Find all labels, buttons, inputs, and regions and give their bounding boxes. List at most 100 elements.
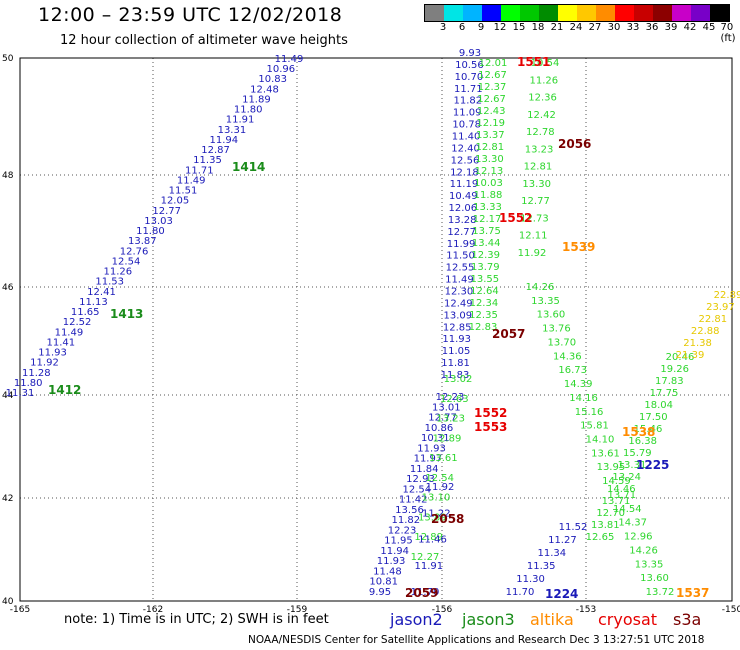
- wave-height-value: 12.77: [447, 227, 476, 238]
- wave-height-value: 16.38: [628, 436, 657, 447]
- wave-height-value: 11.80: [14, 378, 43, 389]
- grid-lines: [20, 58, 732, 601]
- legend-item-altika: altika: [530, 610, 574, 629]
- wave-height-value: 12.36: [528, 93, 557, 104]
- wave-height-value: 13.75: [472, 226, 501, 237]
- legend-item-cryosat: cryosat: [598, 610, 658, 629]
- wave-height-value: 12.37: [478, 82, 507, 93]
- wave-height-value: 13.87: [128, 236, 157, 247]
- wave-height-value: 12.67: [478, 70, 507, 81]
- pass-time-label: 1225: [636, 458, 669, 472]
- wave-height-value: 12.49: [444, 298, 473, 309]
- color-scale-swatch: [482, 5, 501, 21]
- wave-height-value: 11.51: [169, 186, 198, 197]
- color-scale-label: 6: [458, 22, 466, 33]
- color-scale-swatch: [653, 5, 672, 21]
- wave-height-value: 13.09: [443, 310, 472, 321]
- wave-height-value: 10.96: [266, 64, 295, 75]
- wave-height-value: 13.56: [395, 505, 424, 516]
- wave-height-value: 11.70: [506, 587, 535, 598]
- wave-height-value: 12.06: [448, 203, 477, 214]
- x-tick-label: -156: [432, 605, 453, 615]
- pass-time-label: 1537: [676, 586, 709, 600]
- wave-height-value: 23.97: [706, 302, 735, 313]
- pass-time-label: 2057: [492, 327, 525, 341]
- wave-height-value: 10.83: [258, 74, 287, 85]
- legend-item-jason3: jason3: [462, 610, 515, 629]
- color-scale-label: 39: [664, 22, 678, 33]
- wave-height-value: 12.54: [425, 473, 454, 484]
- wave-height-value: 13.31: [618, 460, 647, 471]
- wave-height-value: 12.96: [624, 532, 653, 543]
- wave-height-value: 13.71: [607, 490, 636, 501]
- wave-height-value: 11.05: [442, 346, 471, 357]
- color-scale-swatch: [425, 5, 444, 21]
- wave-height-value: 12.48: [250, 84, 279, 95]
- wave-height-value: 13.23: [525, 144, 554, 155]
- wave-height-value: 12.56: [451, 155, 480, 166]
- color-scale-label: 36: [645, 22, 659, 33]
- legend-item-s3a: s3a: [673, 610, 702, 629]
- wave-height-value: 11.94: [209, 135, 238, 146]
- wave-height-value: 11.92: [426, 482, 455, 493]
- wave-height-value: 12.77: [428, 413, 457, 424]
- wave-height-value: 12.30: [445, 287, 474, 298]
- wave-height-value: 22.89: [714, 290, 740, 301]
- wave-height-value: 11.42: [399, 495, 428, 506]
- wave-height-value: 11.71: [185, 165, 214, 176]
- wave-height-value: 14.36: [553, 351, 582, 362]
- wave-height-value: 11.46: [418, 535, 447, 546]
- wave-height-value: 11.92: [30, 358, 59, 369]
- wave-height-value: 11.35: [527, 561, 556, 572]
- wave-height-value: 11.65: [71, 307, 100, 318]
- wave-height-value: 9.95: [369, 587, 391, 598]
- color-scale-bar: [424, 4, 730, 22]
- wave-height-value: 11.99: [447, 239, 476, 250]
- color-scale-label: 70 (ft): [720, 22, 736, 44]
- wave-height-value: 15.16: [575, 407, 604, 418]
- x-tick-label: -165: [10, 605, 30, 615]
- footer-credit: NOAA/NESDIS Center for Satellite Applica…: [248, 634, 705, 646]
- wave-height-value: 15.46: [634, 424, 663, 435]
- wave-height-value: 12.87: [201, 145, 230, 156]
- wave-height-value: 12.05: [161, 196, 190, 207]
- wave-height-value: 11.84: [410, 464, 439, 475]
- wave-height-value: 14.54: [613, 504, 642, 515]
- color-scale-label: 3: [439, 22, 447, 33]
- wave-height-value: 12.01: [479, 58, 508, 69]
- wave-height-value: 12.81: [524, 162, 553, 173]
- wave-height-value: 14.26: [629, 545, 658, 556]
- wave-height-value: 13.24: [612, 472, 641, 483]
- wave-height-value: 11.49: [445, 275, 474, 286]
- wave-height-value: 11.13: [79, 297, 108, 308]
- wave-height-value: 10.03: [474, 178, 503, 189]
- satellite-tracks: 11.4910.9610.8312.4811.8911.8011.9113.31…: [6, 48, 740, 598]
- wave-height-value: 12.52: [63, 317, 92, 328]
- wave-height-value: 15.79: [623, 448, 652, 459]
- wave-height-value: 13.70: [547, 338, 576, 349]
- wave-height-value: 12.54: [402, 484, 431, 495]
- wave-height-value: 10.70: [455, 72, 484, 83]
- color-scale-swatch: [501, 5, 520, 21]
- page-subtitle: 12 hour collection of altimeter wave hei…: [60, 33, 348, 48]
- color-scale-swatch: [463, 5, 482, 21]
- wave-height-value: 10.81: [369, 577, 398, 588]
- wave-height-value: 12.76: [120, 246, 149, 257]
- wave-height-value: 12.93: [406, 474, 435, 485]
- x-tick-label: -153: [576, 605, 596, 615]
- wave-height-value: 11.41: [46, 337, 75, 348]
- wave-height-value: 13.35: [531, 296, 560, 307]
- wave-height-value: 11.22: [422, 508, 451, 519]
- wave-height-value: 12.77: [152, 206, 181, 217]
- wave-height-value: 9.93: [459, 48, 481, 59]
- pass-time-label: 2058: [431, 512, 464, 526]
- wave-height-value: 11.53: [95, 277, 124, 288]
- note-text: note: 1) Time is in UTC; 2) SWH is in fe…: [64, 612, 329, 627]
- wave-height-value: 13.33: [473, 202, 502, 213]
- wave-height-value: 12.43: [477, 106, 506, 117]
- pass-time-label: 1412: [48, 383, 81, 397]
- wave-height-value: 13.10: [422, 493, 451, 504]
- wave-height-value: 13.95: [597, 462, 626, 473]
- color-scale-swatch: [558, 5, 577, 21]
- wave-height-value: 11.52: [559, 522, 588, 533]
